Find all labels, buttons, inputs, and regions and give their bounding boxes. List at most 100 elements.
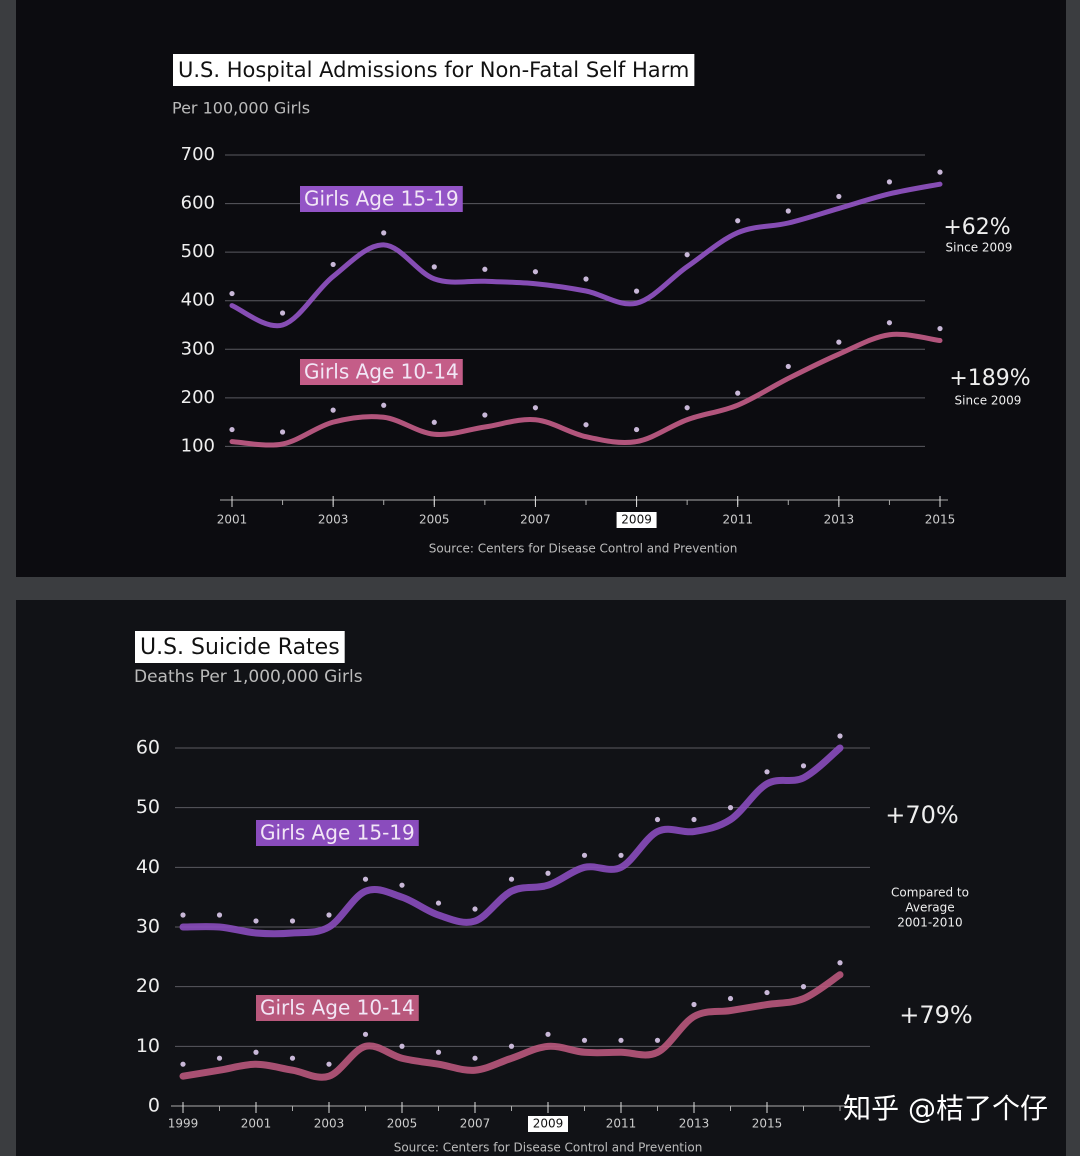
y-tick-label: 10: [136, 1035, 160, 1057]
y-tick-label: 0: [148, 1095, 160, 1117]
data-point: [253, 1049, 259, 1055]
data-point: [836, 193, 842, 200]
series-line: [179, 744, 844, 938]
data-point: [785, 363, 791, 370]
y-tick-label: 60: [136, 737, 160, 759]
annotation: Since 2009: [946, 241, 1013, 255]
y-tick-label: 50: [136, 796, 160, 818]
data-point: [764, 769, 770, 775]
data-point: [229, 426, 235, 433]
data-point: [684, 252, 690, 258]
data-point: [654, 816, 661, 823]
data-point: [399, 1043, 405, 1049]
x-tick-label: 2007: [520, 513, 551, 527]
series-label-box: [256, 820, 419, 846]
source: Source: Centers for Disease Control and …: [429, 542, 738, 556]
data-point: [279, 429, 286, 435]
series-label-box: [256, 995, 419, 1021]
data-point: [735, 390, 741, 396]
data-point: [508, 1043, 515, 1049]
x-tick-label: 2009: [621, 513, 652, 527]
data-point: [289, 1055, 296, 1061]
data-point: [886, 179, 893, 185]
data-point: [381, 402, 387, 408]
y-tick-label: 200: [181, 387, 215, 408]
data-point: [326, 912, 332, 918]
series-label-box: [300, 359, 463, 385]
legend-label: Girls Age 10-14: [260, 996, 415, 1020]
data-point: [618, 1037, 624, 1043]
data-point: [362, 876, 369, 882]
watermark: 知乎 @桔了个仔: [843, 1092, 1048, 1125]
data-point: [886, 320, 893, 326]
y-tick-label: 500: [181, 241, 215, 262]
data-point: [435, 900, 442, 906]
title-box: [135, 631, 345, 663]
data-point: [684, 405, 690, 411]
data-point: [253, 918, 259, 924]
x-tick-label: 1999: [168, 1117, 199, 1131]
data-point: [800, 763, 807, 769]
data-point: [180, 1061, 186, 1067]
y-tick-label: 20: [136, 975, 160, 997]
data-point: [545, 1031, 551, 1037]
panel: [16, 600, 1066, 1156]
x-tick-label: 2001: [217, 513, 248, 527]
y-tick-label: 300: [181, 338, 215, 359]
data-point: [431, 419, 437, 425]
series-line: [179, 971, 844, 1081]
y-tick-label: 600: [181, 193, 215, 214]
panel: [16, 0, 1066, 577]
chart-title: U.S. Hospital Admissions for Non-Fatal S…: [178, 58, 689, 82]
data-point: [837, 733, 843, 739]
series-label-box: [300, 186, 463, 212]
annotation: +79%: [899, 1001, 972, 1029]
data-point: [937, 169, 943, 175]
x-tick-highlight: [528, 1116, 568, 1132]
annotation: 2001-2010: [897, 916, 962, 930]
data-point: [581, 1037, 588, 1043]
y-tick-label: 40: [136, 856, 160, 878]
y-tick-label: 30: [136, 916, 160, 938]
x-tick-label: 2009: [533, 1117, 564, 1131]
x-tick-label: 2001: [241, 1117, 272, 1131]
data-point: [691, 1001, 697, 1008]
series-line: [229, 181, 943, 329]
x-tick-label: 2003: [314, 1117, 345, 1131]
y-tick-label: 700: [181, 144, 215, 165]
title-box: [173, 54, 695, 86]
data-point: [381, 230, 387, 236]
data-point: [581, 852, 588, 858]
chart-subtitle: Per 100,000 Girls: [172, 99, 310, 118]
data-point: [800, 984, 807, 990]
x-tick-label: 2015: [925, 513, 956, 527]
data-point: [180, 912, 186, 918]
data-point: [399, 882, 405, 888]
data-point: [727, 995, 734, 1002]
data-point: [836, 339, 842, 345]
annotation: +70%: [885, 801, 958, 829]
annotation: +189%: [949, 366, 1030, 391]
y-tick-label: 100: [181, 435, 215, 456]
x-tick-label: 2005: [419, 513, 450, 527]
data-point: [279, 310, 286, 316]
y-tick-label: 400: [181, 290, 215, 311]
data-point: [735, 218, 741, 224]
data-point: [229, 290, 235, 297]
data-point: [937, 325, 943, 332]
data-point: [545, 870, 551, 876]
data-point: [431, 264, 437, 270]
data-point: [482, 412, 488, 418]
data-point: [508, 876, 515, 882]
data-point: [691, 816, 697, 823]
x-tick-label: 2007: [460, 1117, 491, 1131]
x-tick-label: 2005: [387, 1117, 418, 1131]
data-point: [330, 261, 336, 268]
data-point: [216, 1055, 223, 1061]
x-tick-label: 2013: [679, 1117, 710, 1131]
data-point: [532, 269, 539, 275]
data-point: [583, 276, 589, 282]
x-tick-label: 2015: [752, 1117, 783, 1131]
x-tick-label: 2011: [606, 1117, 637, 1131]
